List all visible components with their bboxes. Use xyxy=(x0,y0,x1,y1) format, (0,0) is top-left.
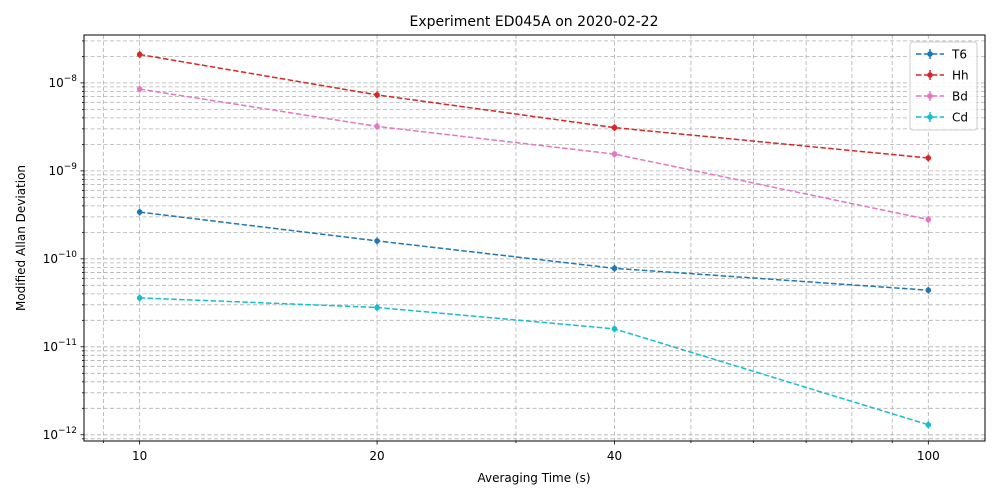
data-point xyxy=(136,51,143,58)
x-axis-label: Averaging Time (s) xyxy=(477,471,590,485)
y-tick-label: 10−9 xyxy=(48,162,77,178)
y-tick-exponent: −8 xyxy=(64,74,78,84)
plot-series xyxy=(136,51,932,429)
legend-item: T6 xyxy=(916,48,967,62)
data-point xyxy=(136,209,143,215)
data-point xyxy=(374,123,380,130)
series-line xyxy=(139,88,929,221)
series-line xyxy=(139,211,929,291)
y-tick-exponent: −12 xyxy=(58,426,77,436)
data-point xyxy=(611,265,618,272)
x-tick-label: 10 xyxy=(132,449,147,463)
data-point xyxy=(611,326,618,332)
legend-label: Hh xyxy=(952,69,969,83)
data-point xyxy=(925,155,932,161)
legend-item: Bd xyxy=(916,90,968,104)
data-point xyxy=(136,86,143,92)
data-point xyxy=(374,92,380,98)
legend-item: Cd xyxy=(916,111,968,125)
series-Bd xyxy=(136,85,932,223)
legend-marker xyxy=(927,51,933,57)
legend-label: Bd xyxy=(952,90,968,104)
legend-marker xyxy=(927,72,933,78)
y-tick-exponent: −10 xyxy=(58,250,77,260)
plot-frame xyxy=(83,34,986,442)
y-tick-label: 10−11 xyxy=(43,338,77,354)
x-tick-label: 40 xyxy=(607,449,622,463)
y-axis-label: Modified Allan Deviation xyxy=(14,165,28,311)
data-point xyxy=(611,151,618,157)
data-point xyxy=(374,238,380,244)
x-tick-label: 20 xyxy=(369,449,384,463)
data-point xyxy=(136,295,143,301)
series-T6 xyxy=(136,208,932,294)
legend-box xyxy=(909,41,978,131)
legend: T6 Hh Bd Cd xyxy=(909,41,978,131)
grid xyxy=(84,35,985,441)
data-point xyxy=(925,287,932,293)
data-point xyxy=(925,216,932,223)
series-Hh xyxy=(136,51,932,162)
legend-marker xyxy=(927,93,933,99)
data-point xyxy=(611,124,618,131)
legend-marker xyxy=(927,114,933,120)
y-tick-label: 10−8 xyxy=(48,74,77,90)
legend-item: Hh xyxy=(916,69,969,83)
series-Cd xyxy=(136,294,932,429)
data-point xyxy=(374,304,380,311)
axes: 10 20 40 100 10−12 10−11 10−10 10−9 10−8 xyxy=(43,40,940,463)
y-tick-exponent: −9 xyxy=(64,162,78,172)
y-tick-label: 10−10 xyxy=(43,250,78,266)
series-line xyxy=(139,297,929,426)
legend-label: Cd xyxy=(952,111,968,125)
series-line xyxy=(139,53,929,159)
x-tick-label: 100 xyxy=(917,449,940,463)
y-tick-exponent: −11 xyxy=(58,338,77,348)
y-tick-label: 10−12 xyxy=(43,426,77,442)
legend-label: T6 xyxy=(951,48,967,62)
data-point xyxy=(925,421,932,428)
chart-title: Experiment ED045A on 2020-02-22 xyxy=(410,14,659,30)
